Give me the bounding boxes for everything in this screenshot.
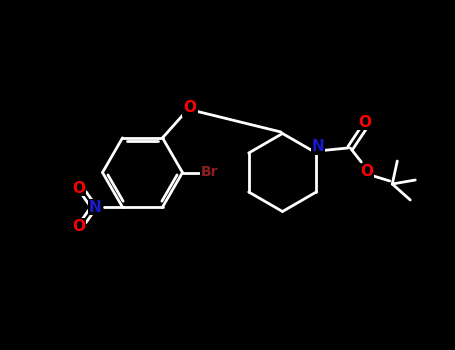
- Text: N: N: [89, 199, 101, 215]
- Text: O: O: [72, 181, 86, 196]
- Text: Br: Br: [201, 166, 219, 180]
- Text: O: O: [360, 164, 373, 180]
- Text: O: O: [72, 219, 86, 234]
- Text: O: O: [183, 100, 197, 116]
- Text: O: O: [358, 114, 371, 130]
- Text: N: N: [312, 139, 325, 154]
